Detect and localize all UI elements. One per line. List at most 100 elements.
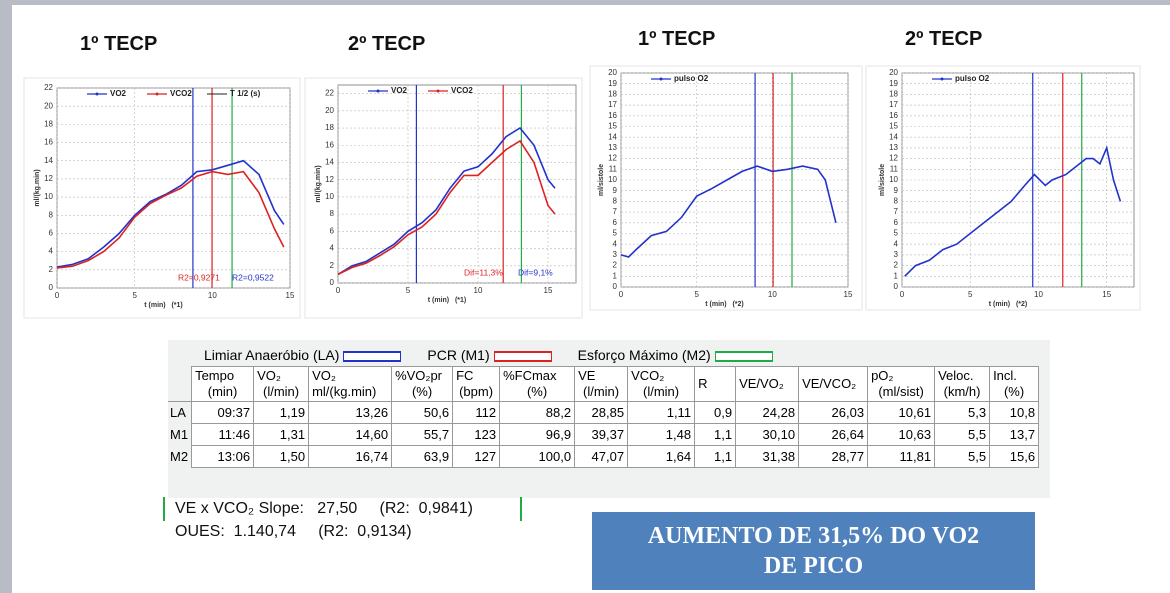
table-legend: Limiar Anaeróbio (LA) PCR (M1) Esforço Máx… bbox=[204, 347, 799, 363]
y-tick-label: 13 bbox=[889, 143, 898, 152]
y-tick-label: 6 bbox=[330, 226, 335, 235]
header-line: (ml/sist) bbox=[878, 384, 924, 399]
y-tick-label: 11 bbox=[609, 164, 618, 173]
header-line: (km/h) bbox=[943, 384, 981, 399]
note: OUES: 1.140,74 (R2: 0,9134) bbox=[175, 523, 412, 540]
column-header: VCO₂ (l/min) bbox=[627, 366, 696, 402]
y-tick-label: 16 bbox=[44, 138, 53, 147]
y-tick-label: 17 bbox=[889, 100, 898, 109]
table-cell: 63,9 bbox=[391, 445, 454, 468]
y-tick-label: 0 bbox=[613, 282, 618, 291]
table-cell: 16,74 bbox=[308, 445, 393, 468]
legend-dot bbox=[376, 89, 380, 93]
legend-label: Limiar Anaeróbio (LA) bbox=[204, 347, 340, 363]
x-tick-label: 0 bbox=[900, 290, 905, 299]
row-label: M2 bbox=[170, 449, 189, 464]
divider bbox=[520, 497, 522, 521]
table-cell: 50,6 bbox=[391, 401, 454, 424]
table-cell: 28,85 bbox=[574, 401, 629, 424]
series-line bbox=[337, 139, 556, 276]
y-tick-label: 12 bbox=[44, 174, 53, 183]
row-label: LA bbox=[170, 405, 186, 421]
y-tick-label: 19 bbox=[608, 79, 617, 88]
header-line: VCO₂ bbox=[631, 368, 665, 383]
corner-cell bbox=[168, 366, 193, 402]
table-cell: 24,28 bbox=[735, 401, 800, 424]
column-header: VE/VCO₂ bbox=[798, 366, 869, 402]
header-line: ml/(kg.min) bbox=[312, 384, 377, 399]
y-tick-label: 2 bbox=[613, 261, 618, 270]
table-cell: 0,9 bbox=[694, 401, 737, 424]
table-panel: Limiar Anaeróbio (LA) PCR (M1) Esforço Máx… bbox=[168, 340, 1050, 498]
header-line: (%) bbox=[411, 384, 433, 399]
table-cell: 1,19 bbox=[253, 401, 310, 424]
y-axis-label: ml/(kg.min) bbox=[34, 169, 41, 206]
y-tick-label: 7 bbox=[894, 207, 899, 216]
table-cell: 96,9 bbox=[499, 423, 576, 446]
y-tick-label: 4 bbox=[330, 244, 335, 253]
table-cell: 55,7 bbox=[391, 423, 454, 446]
y-tick-label: 20 bbox=[44, 101, 53, 110]
x-tick-label: 15 bbox=[1102, 290, 1111, 299]
table-cell: 30,10 bbox=[735, 423, 800, 446]
legend-swatch bbox=[714, 350, 773, 362]
table-cell: 1,11 bbox=[627, 401, 696, 424]
y-tick-label: 16 bbox=[608, 111, 617, 120]
y-tick-label: 12 bbox=[325, 175, 334, 184]
y-tick-label: 14 bbox=[44, 156, 53, 165]
table-cell: 10,63 bbox=[867, 423, 936, 446]
header-line: Veloc. bbox=[938, 368, 974, 383]
table-cell: 14,60 bbox=[308, 423, 393, 446]
legend-label: Esforço Máximo (M2) bbox=[577, 347, 711, 363]
header-line: (bpm) bbox=[459, 384, 494, 399]
frame bbox=[0, 0, 12, 593]
legend-dot bbox=[155, 92, 159, 96]
table-cell: 88,2 bbox=[499, 401, 576, 424]
x-tick-label: 5 bbox=[694, 290, 699, 299]
header-line: R bbox=[698, 376, 708, 391]
legend-dot bbox=[436, 89, 440, 93]
annotation: R2=0,9271 bbox=[178, 272, 220, 282]
table-cell: 13:06 bbox=[191, 445, 255, 468]
header-line: (l/min) bbox=[643, 384, 680, 399]
y-tick-label: 10 bbox=[889, 175, 898, 184]
column-header: VE (l/min) bbox=[574, 366, 629, 402]
y-tick-label: 0 bbox=[330, 278, 335, 287]
x-axis-label: t (min) (*1) bbox=[144, 302, 183, 309]
y-tick-label: 20 bbox=[325, 106, 334, 115]
table-cell: 5,3 bbox=[934, 401, 991, 424]
heading: 2º TECP bbox=[348, 33, 426, 55]
x-axis-label: t (min) (*1) bbox=[428, 297, 467, 304]
legend-label: PCR (M1) bbox=[427, 347, 490, 363]
table-row: M2 13:06 1,50 16,74 63,9 127 100,0 47,07 1,64 1,1… bbox=[168, 445, 1040, 468]
column-header: %FCmax (%) bbox=[499, 366, 576, 402]
column-header: Incl. (%) bbox=[989, 366, 1040, 402]
column-header: R bbox=[694, 366, 737, 402]
table-cell: 26,03 bbox=[798, 401, 869, 424]
legend-swatch bbox=[343, 350, 402, 362]
column-header: %VO₂pr (%) bbox=[391, 366, 454, 402]
x-tick-label: 10 bbox=[208, 291, 217, 300]
x-tick-label: 15 bbox=[544, 286, 553, 295]
y-tick-label: 5 bbox=[613, 229, 618, 238]
table-cell: 123 bbox=[452, 423, 501, 446]
y-tick-label: 1 bbox=[613, 271, 618, 280]
heading: 1º TECP bbox=[638, 28, 716, 50]
table-cell: 47,07 bbox=[574, 445, 629, 468]
y-tick-label: 22 bbox=[325, 89, 334, 98]
column-header: VO₂ ml/(kg.min) bbox=[308, 366, 393, 402]
table-cell: 100,0 bbox=[499, 445, 576, 468]
y-tick-label: 2 bbox=[894, 261, 899, 270]
annotation: Dif=11,3% bbox=[464, 267, 503, 277]
header-line: (%) bbox=[1003, 384, 1025, 399]
header-line: (min) bbox=[207, 384, 238, 399]
y-tick-label: 16 bbox=[325, 140, 334, 149]
table-cell: 09:37 bbox=[191, 401, 255, 424]
x-axis-label: t (min) (*2) bbox=[989, 301, 1028, 308]
y-tick-label: 10 bbox=[325, 192, 334, 201]
x-tick-label: 10 bbox=[474, 286, 483, 295]
plot-area bbox=[56, 87, 291, 289]
y-tick-label: 8 bbox=[49, 210, 54, 219]
y-tick-label: 18 bbox=[44, 119, 53, 128]
header-row: Tempo (min) VO₂ (l/min) VO₂ ml/(kg.min) %VO₂pr… bbox=[168, 366, 1040, 402]
